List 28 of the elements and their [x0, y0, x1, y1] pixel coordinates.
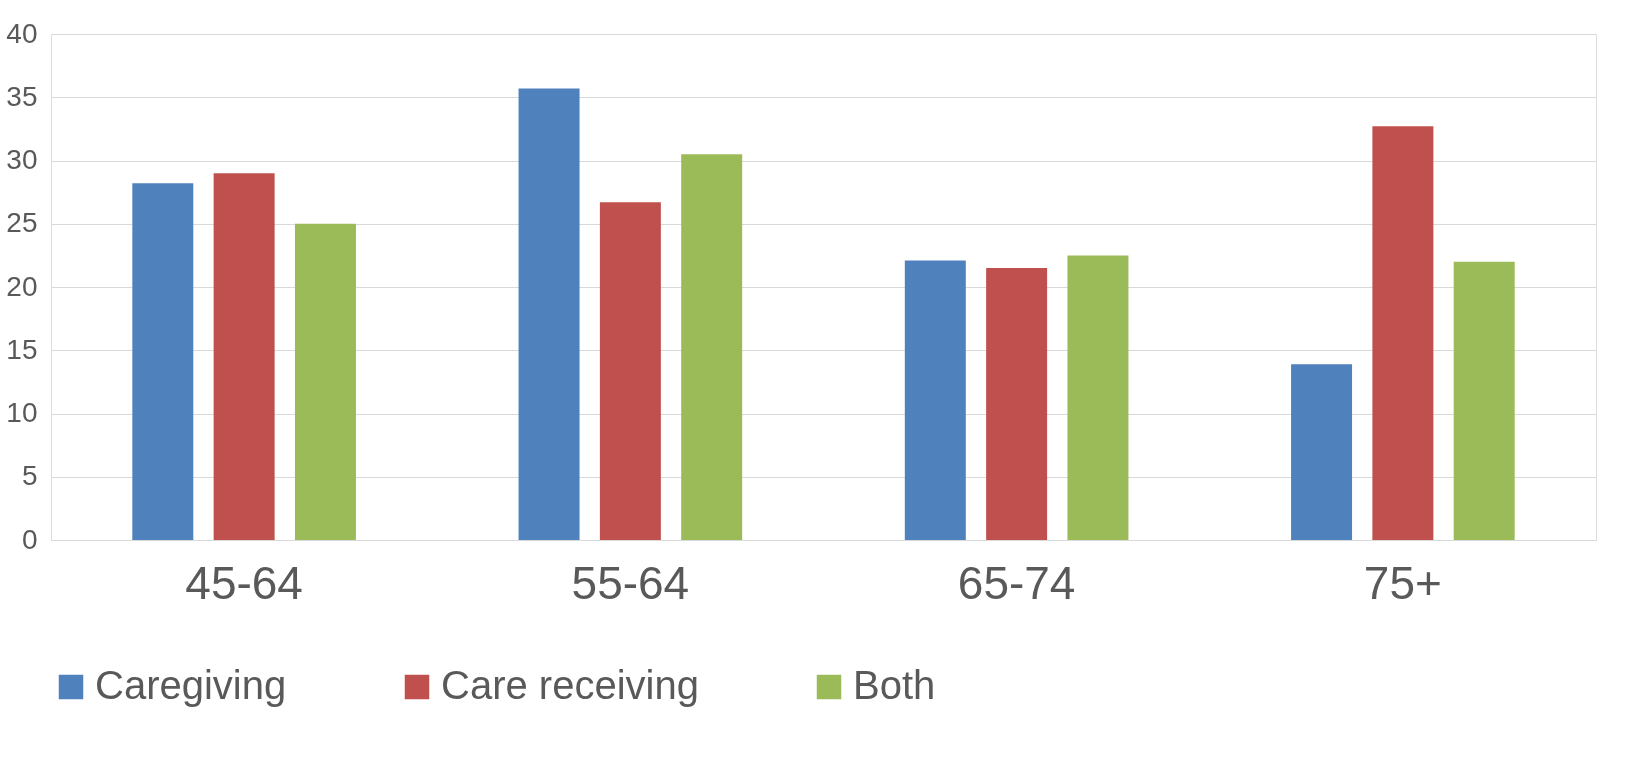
bar — [1372, 126, 1434, 540]
bar — [986, 268, 1048, 540]
bar — [213, 173, 275, 540]
y-tick-label: 35 — [6, 80, 38, 112]
x-tick-label: 45-64 — [185, 556, 303, 609]
legend-label: Caregiving — [95, 663, 287, 707]
y-tick-label: 15 — [6, 333, 38, 365]
legend-label: Both — [853, 663, 936, 707]
y-tick-label: 30 — [6, 144, 38, 175]
bar — [1453, 261, 1515, 540]
y-tick-label: 0 — [21, 523, 38, 555]
bar — [1067, 255, 1129, 540]
bar — [518, 88, 580, 540]
x-tick-label: 75+ — [1363, 556, 1442, 609]
x-tick-label: 55-64 — [571, 556, 690, 609]
bar — [681, 154, 743, 540]
y-tick-label: 20 — [6, 270, 38, 302]
legend-label: Care receiving — [441, 663, 699, 707]
bar — [294, 223, 356, 540]
y-tick-label: 10 — [6, 397, 38, 428]
bar — [904, 260, 966, 540]
bar — [132, 183, 194, 540]
x-tick-label: 65-74 — [957, 556, 1076, 609]
bar — [1291, 364, 1353, 540]
y-tick-label: 40 — [6, 17, 38, 49]
bar — [599, 202, 661, 540]
y-tick-label: 5 — [21, 460, 38, 492]
y-tick-label: 25 — [6, 207, 38, 239]
